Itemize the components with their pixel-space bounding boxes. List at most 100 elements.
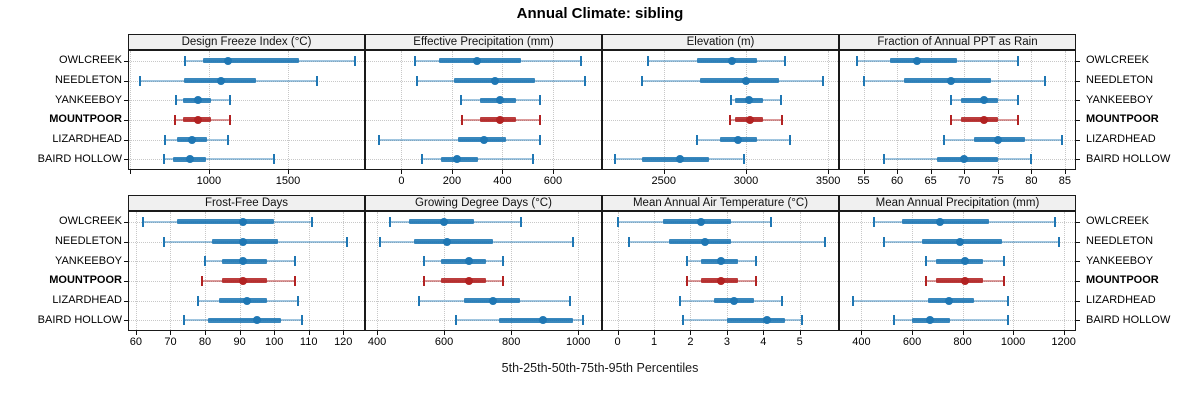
row-label-right: OWLCREEK <box>1086 215 1149 228</box>
panel-header: Mean Annual Air Temperature (°C) <box>602 195 839 211</box>
gridline-vertical <box>745 51 747 169</box>
panel <box>365 211 602 331</box>
whisker-cap-95th <box>520 216 523 227</box>
axis-tick <box>343 331 345 335</box>
whisker-cap-5th <box>924 275 927 286</box>
axis-tick-label: 200 <box>442 175 462 187</box>
row-label-right: YANKEEBOY <box>1086 254 1154 267</box>
axis-tick <box>1013 331 1015 335</box>
median-dot <box>185 155 194 164</box>
whisker-cap-5th <box>389 216 392 227</box>
axis-tick <box>763 331 765 335</box>
median-dot <box>745 96 754 105</box>
interquartile-band-25th-75th <box>936 258 983 264</box>
whisker-cap-95th <box>501 275 504 286</box>
gridline-horizontal <box>840 119 1075 121</box>
median-dot <box>187 135 196 144</box>
interquartile-band-25th-75th <box>960 117 998 123</box>
gridline-vertical <box>726 212 728 330</box>
median-dot <box>741 76 750 85</box>
whisker-cap-95th <box>293 275 296 286</box>
row-tick-right <box>1076 139 1080 141</box>
median-dot <box>980 115 989 124</box>
median-dot <box>440 217 449 226</box>
row-tick-left <box>124 60 128 62</box>
median-dot <box>452 155 461 164</box>
axis-tick <box>1063 331 1065 335</box>
whisker-cap-95th <box>531 154 534 165</box>
whisker-cap-95th <box>781 114 784 125</box>
axis-tick <box>997 170 999 174</box>
median-dot <box>676 155 685 164</box>
whisker-cap-95th <box>824 236 827 247</box>
axis-tick-label: 0 <box>398 175 405 187</box>
whisker-cap-95th <box>755 256 758 267</box>
axis-tick-label: 800 <box>953 336 972 348</box>
interquartile-band-25th-75th <box>726 317 786 323</box>
whisker-cap-95th <box>539 114 542 125</box>
row-tick-right <box>1076 241 1080 243</box>
row-tick-right <box>1076 280 1080 282</box>
whisker-cap-5th <box>949 114 952 125</box>
axis-tick <box>578 331 580 335</box>
whisker-cap-5th <box>862 75 865 86</box>
panel-header: Fraction of Annual PPT as Rain <box>839 34 1076 50</box>
gridline-vertical <box>930 51 932 169</box>
row-label-right: MOUNTPOOR <box>1086 274 1159 287</box>
whisker-cap-95th <box>1016 55 1019 66</box>
median-dot <box>473 56 482 65</box>
row-label-left: YANKEEBOY <box>54 254 122 267</box>
row-tick-left <box>124 261 128 263</box>
axis-tick <box>308 331 310 335</box>
whisker-cap-5th <box>855 55 858 66</box>
axis-tick-label: 70 <box>164 336 177 348</box>
row-tick-left <box>124 221 128 223</box>
whisker-cap-95th <box>539 95 542 106</box>
gridline-vertical <box>663 51 665 169</box>
median-dot <box>539 316 547 325</box>
whisker-cap-95th <box>1060 134 1063 145</box>
whisker-cap-5th <box>882 154 885 165</box>
median-dot <box>946 76 955 85</box>
whisker-cap-5th <box>174 95 177 106</box>
gridline-vertical <box>451 51 453 169</box>
whisker-cap-5th <box>730 95 733 106</box>
median-dot <box>730 296 739 305</box>
whisker-cap-95th <box>229 95 232 106</box>
gridline-vertical <box>578 212 580 330</box>
median-dot <box>495 115 504 124</box>
whisker-5th-95th <box>163 158 274 161</box>
row-tick-right <box>1076 80 1080 82</box>
axis-tick-label: 2500 <box>651 175 677 187</box>
row-tick-right <box>1076 300 1080 302</box>
interquartile-band-25th-75th <box>699 78 779 83</box>
whisker-cap-95th <box>1057 236 1060 247</box>
gridline-vertical <box>863 51 865 169</box>
gridline-vertical <box>239 212 241 330</box>
axis-tick <box>129 170 131 174</box>
whisker-cap-95th <box>780 295 783 306</box>
whisker-cap-95th <box>788 134 791 145</box>
axis-tick <box>552 170 554 174</box>
whisker-cap-95th <box>1007 315 1010 326</box>
gridline-vertical <box>1063 212 1065 330</box>
gridline-horizontal <box>129 119 364 121</box>
row-label-right: LIZARDHEAD <box>1086 294 1156 306</box>
row-label-left: OWLCREEK <box>59 215 122 228</box>
median-dot <box>193 96 202 105</box>
median-dot <box>465 257 474 266</box>
interquartile-band-25th-75th <box>440 278 486 284</box>
panel <box>128 50 365 170</box>
axis-tick-label: 60 <box>890 175 904 187</box>
axis-tick <box>444 331 446 335</box>
row-tick-left <box>124 100 128 102</box>
whisker-cap-95th <box>755 275 758 286</box>
x-axis-caption: 5th-25th-50th-75th-95th Percentiles <box>501 361 699 375</box>
row-label-right: BAIRD HOLLOW <box>1086 152 1171 165</box>
axis-tick-label: 5 <box>796 336 803 348</box>
axis-tick-label: 600 <box>902 336 922 348</box>
gridline-vertical <box>799 212 801 330</box>
median-dot <box>935 217 944 226</box>
whisker-cap-95th <box>800 315 803 326</box>
axis-tick-label: 120 <box>334 336 353 348</box>
